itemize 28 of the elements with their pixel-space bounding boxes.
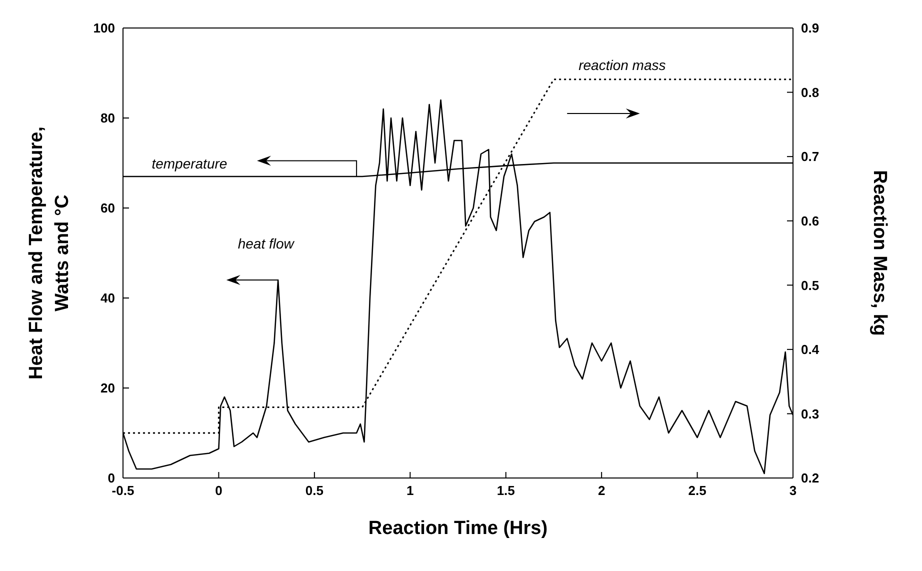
y2-tick-label: 0.7	[801, 149, 820, 164]
y-tick-label: 60	[100, 200, 115, 216]
annotation: temperature	[152, 156, 228, 172]
y2-tick-label: 0.4	[801, 342, 820, 358]
y2-tick-label: 0.8	[801, 84, 820, 100]
x-tick-label: 2	[598, 483, 606, 498]
y-tick-label: 0	[108, 470, 115, 486]
x-tick-label: 2.5	[688, 483, 706, 498]
x-axis-title: Reaction Time (Hrs)	[368, 518, 548, 539]
y2-tick-label: 0.5	[801, 278, 820, 293]
x-tick-label: 3	[789, 483, 797, 498]
annotation: heat flow	[238, 236, 295, 252]
y-tick-label: 40	[100, 290, 115, 306]
x-tick-label: 1.5	[496, 483, 515, 498]
y2-tick-label: 0.6	[801, 213, 820, 228]
x-tick-label: 0	[215, 483, 222, 498]
y2-tick-label: 0.9	[801, 20, 820, 36]
y-axis-title: Heat Flow and Temperature, Watts and °C	[26, 126, 73, 380]
x-tick-label: 0.5	[305, 483, 324, 498]
x-tick-label: -0.5	[112, 483, 134, 498]
y2-tick-label: 0.2	[801, 470, 820, 486]
annotation: reaction mass	[578, 56, 666, 73]
y2-tick-label: 0.3	[801, 406, 820, 422]
y-tick-label: 20	[100, 380, 115, 396]
y-tick-label: 80	[100, 110, 115, 126]
x-tick-label: 1	[406, 483, 414, 498]
y-tick-label: 100	[93, 20, 115, 36]
y2-axis-title: Reaction Mass, kg	[869, 170, 890, 336]
